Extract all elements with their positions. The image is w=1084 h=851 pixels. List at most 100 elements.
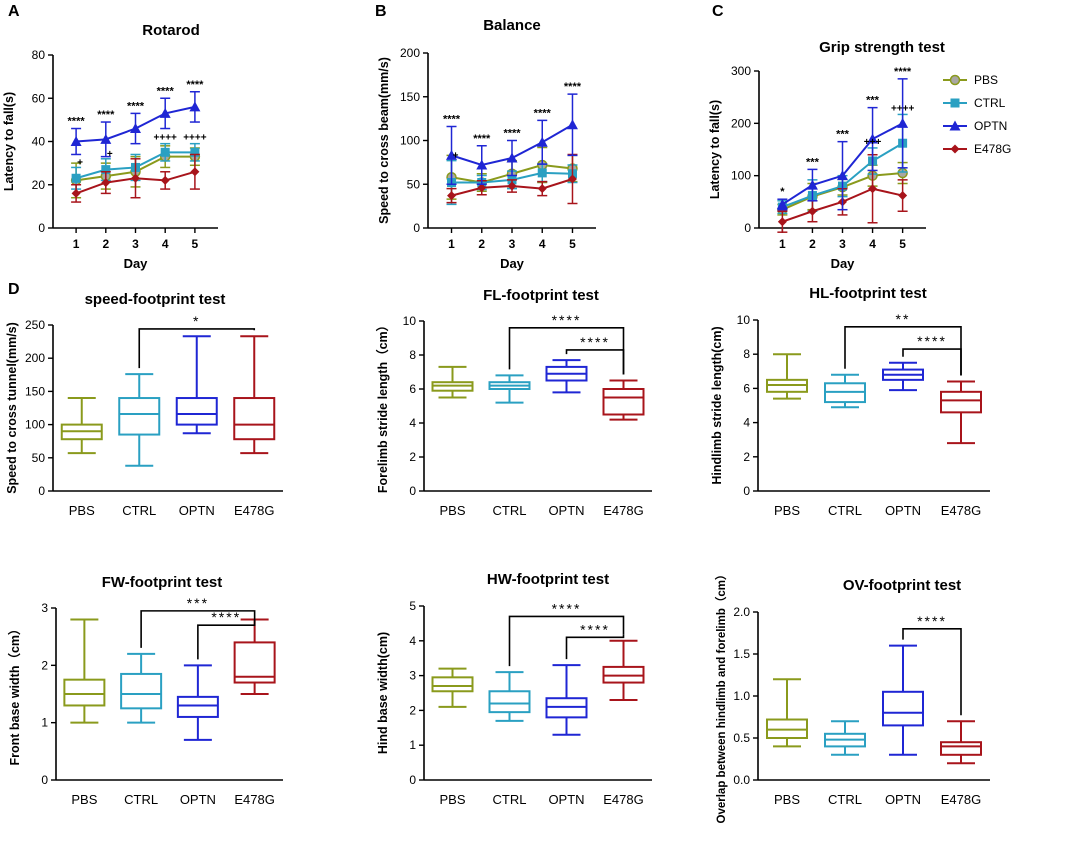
x-tick-label: CTRL xyxy=(122,503,156,518)
y-tick-label: 150 xyxy=(400,90,420,104)
panel-d3: 0 2 4 6 8 10 PBS CTRL OPTN E478G HL-footprint test… xyxy=(710,285,990,518)
data-point xyxy=(101,165,111,175)
bracket-line xyxy=(902,627,962,716)
chart-title: FW-footprint test xyxy=(102,574,223,591)
y-tick-label: 0 xyxy=(743,484,750,498)
chart-title: OV-footprint test xyxy=(843,577,961,594)
significance-label: **** xyxy=(186,79,204,91)
box-ctrl xyxy=(120,652,163,724)
significance-label: *** xyxy=(866,95,880,107)
x-tick-label: CTRL xyxy=(493,503,527,518)
data-point xyxy=(447,191,457,201)
significance-label: ** xyxy=(896,311,911,327)
significance-label: * xyxy=(780,186,785,198)
x-axis-label: Day xyxy=(500,256,525,271)
x-tick-label: 1 xyxy=(73,237,80,251)
box-optn xyxy=(175,335,218,435)
significance-label: **** xyxy=(443,114,461,126)
data-point xyxy=(131,173,140,183)
legend-item-optn: OPTN xyxy=(943,119,1007,133)
bracket-line xyxy=(565,349,625,375)
legend-item-ctrl: CTRL xyxy=(943,96,1006,110)
x-tick-label: 3 xyxy=(132,237,139,251)
y-tick-label: 200 xyxy=(400,46,420,60)
data-point xyxy=(160,147,170,157)
y-tick-label: 6 xyxy=(743,381,750,395)
x-tick-label: CTRL xyxy=(493,792,527,807)
significance-bracket: **** xyxy=(902,613,962,716)
data-point xyxy=(190,167,200,177)
significance-label: ++++ xyxy=(154,133,178,144)
legend-label: CTRL xyxy=(974,96,1006,110)
box-pbs xyxy=(63,618,106,724)
box-iqr xyxy=(488,690,531,714)
panel-label: B xyxy=(375,3,387,20)
y-tick-label: 6 xyxy=(409,382,416,396)
chart-title: Rotarod xyxy=(142,22,200,39)
data-point xyxy=(537,168,547,178)
y-tick-label: 0 xyxy=(413,221,420,235)
x-tick-label: PBS xyxy=(439,503,465,518)
x-tick-label: 4 xyxy=(162,237,169,251)
significance-label: **** xyxy=(894,66,912,78)
y-tick-label: 10 xyxy=(737,313,751,327)
panel-d4: 0 1 2 3 PBS CTRL OPTN E478G FW-footprint test Fro… xyxy=(7,574,283,807)
bracket-line xyxy=(508,615,625,667)
box-iqr xyxy=(233,397,276,441)
x-axis-label: Day xyxy=(124,256,149,271)
y-tick-label: 5 xyxy=(409,599,416,613)
data-point xyxy=(101,178,111,188)
significance-bracket: **** xyxy=(197,609,256,660)
legend-label: PBS xyxy=(974,73,998,87)
significance-label: **** xyxy=(534,107,552,119)
box-pbs xyxy=(766,678,808,748)
box-e478g xyxy=(940,380,982,445)
box-e478g xyxy=(233,618,276,695)
x-tick-label: 2 xyxy=(809,237,816,251)
x-tick-label: CTRL xyxy=(124,792,158,807)
x-tick-label: 4 xyxy=(539,237,546,251)
y-tick-label: 250 xyxy=(25,318,45,332)
box-optn xyxy=(545,664,588,736)
legend-marker xyxy=(949,120,961,131)
chart-title: HW-footprint test xyxy=(487,571,609,588)
y-axis-label: Latency to fall(s) xyxy=(2,92,16,191)
y-tick-label: 2 xyxy=(409,703,416,717)
x-tick-label: PBS xyxy=(69,503,95,518)
box-optn xyxy=(176,664,219,741)
y-tick-label: 2 xyxy=(41,658,48,672)
bracket-line xyxy=(197,613,256,660)
bracket-line xyxy=(565,634,625,660)
significance-label: **** xyxy=(157,85,175,97)
box-iqr xyxy=(118,397,161,436)
box-e478g xyxy=(602,639,645,701)
y-tick-label: 0.0 xyxy=(733,773,750,787)
y-tick-label: 0 xyxy=(38,221,45,235)
legend-item-pbs: PBS xyxy=(943,73,998,87)
significance-label: **** xyxy=(68,116,86,128)
y-tick-label: 2.0 xyxy=(733,605,750,619)
legend: PBS CTRL OPTN E478G xyxy=(943,73,1011,156)
panel-d1: 0 50 100 150 200 250 PBS CTRL OPTN E478G speed-foo… xyxy=(5,281,283,518)
data-point xyxy=(446,149,458,160)
data-point xyxy=(566,119,578,130)
x-tick-label: E478G xyxy=(603,792,643,807)
panel-label: A xyxy=(8,3,20,20)
box-optn xyxy=(882,644,924,756)
data-point xyxy=(806,179,818,190)
x-tick-label: OPTN xyxy=(548,503,584,518)
significance-label: *** xyxy=(836,129,850,141)
y-tick-label: 8 xyxy=(743,347,750,361)
panel-d5: 0 1 2 3 4 5 PBS CTRL OPTN E478G HW-footprint test H… xyxy=(376,571,652,807)
box-e478g xyxy=(602,379,645,421)
box-iqr xyxy=(602,388,645,416)
chart-title: Grip strength test xyxy=(819,39,945,56)
y-tick-label: 1.5 xyxy=(733,647,750,661)
x-tick-label: E478G xyxy=(234,792,274,807)
panel-a: 0 20 40 60 80 1 2 3 4 5 Rotarod Day Latency to fall(… xyxy=(2,3,218,271)
y-tick-label: 300 xyxy=(731,64,751,78)
y-tick-label: 1 xyxy=(409,738,416,752)
x-tick-label: E478G xyxy=(941,792,981,807)
legend-marker xyxy=(950,144,960,154)
data-point xyxy=(807,206,817,216)
